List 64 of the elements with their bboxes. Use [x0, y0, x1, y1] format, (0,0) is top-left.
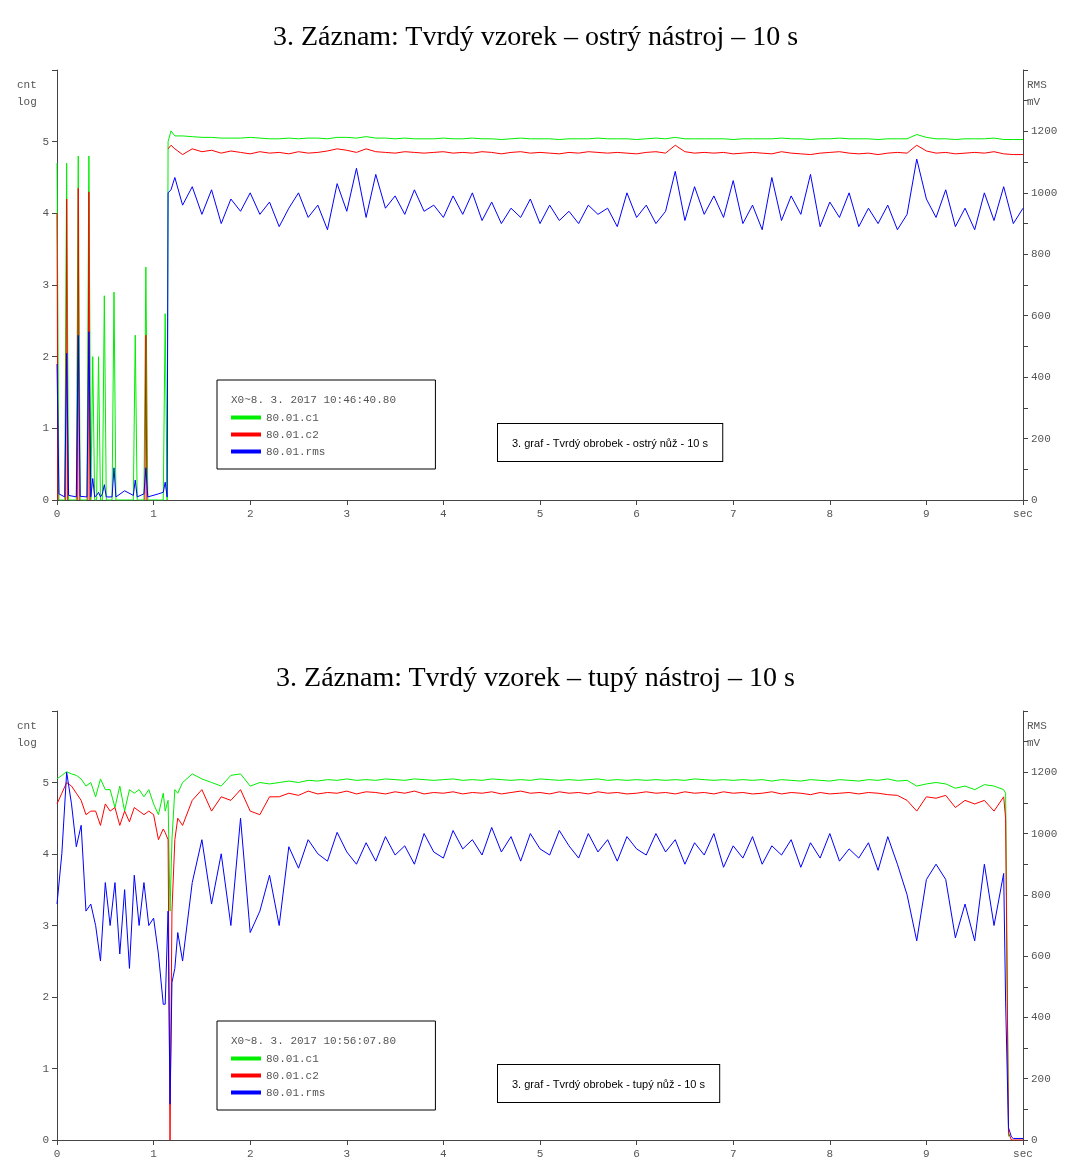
y-axis-title: cnt log: [17, 78, 37, 108]
y2-tick-label: 800: [1031, 888, 1051, 901]
y-tick-label: 5: [42, 776, 49, 789]
x-tick-label: 4: [440, 507, 448, 520]
legend-label: 80.01.rms: [266, 1086, 326, 1099]
legend-label: 80.01.c1: [266, 1052, 320, 1065]
chart-title: 3. Záznam: Tvrdý vzorek – ostrý nástroj – 10 s: [272, 19, 799, 51]
legend-label: 80.01.c2: [266, 1069, 319, 1082]
y-tick-label: 2: [42, 350, 49, 363]
y-tick-label: 3: [42, 279, 49, 291]
y-tick-label: 1: [42, 422, 50, 435]
y2-axis-title: RMS mV: [1027, 78, 1048, 108]
y2-tick-label: 1000: [1031, 827, 1058, 840]
x-tick-label: 4: [440, 1147, 448, 1160]
y2-axis-title: RMS mV: [1027, 719, 1048, 749]
x-tick-label: 7: [729, 507, 737, 520]
y2-tick-label: 0: [1031, 494, 1038, 506]
x-tick-label: 9: [923, 507, 930, 520]
y2-tick-label: 200: [1031, 432, 1051, 445]
y-tick-label: 3: [42, 919, 49, 932]
y2-tick-label: 200: [1031, 1072, 1051, 1085]
legend-label: 80.01.c2: [266, 428, 319, 441]
y-tick-label: 0: [42, 494, 49, 506]
legend-title: X0~8. 3. 2017 10:56:07.80: [231, 1034, 397, 1047]
x-tick-label: 1: [150, 1147, 158, 1160]
x-tick-label: 9: [923, 1147, 930, 1160]
y2-tick-label: 0: [1031, 1134, 1038, 1146]
chart-title: 3. Záznam: Tvrdý vzorek – tupý nástroj – 10 s: [276, 660, 795, 692]
annotation: 3. graf - Tvrdý obrobek - ostrý nůž - 10 s: [512, 436, 709, 449]
x-tick-label: 8: [826, 1147, 834, 1160]
x-tick-label: 2: [246, 507, 254, 520]
annotation: 3. graf - Tvrdý obrobek - tupý nůž - 10 s: [512, 1077, 706, 1090]
x-tick-label: 5: [536, 1147, 544, 1160]
y-tick-label: 1: [42, 1062, 50, 1075]
y2-tick-label: 1200: [1031, 125, 1058, 138]
x-tick-label: 8: [826, 507, 834, 520]
y-tick-label: 4: [42, 207, 50, 220]
y-tick-label: 2: [42, 991, 49, 1003]
x-tick-label: 5: [536, 507, 544, 520]
legend-label: 80.01.c1: [266, 411, 320, 424]
x-tick-label: 6: [633, 1147, 640, 1160]
x-tick-label: 7: [729, 1147, 737, 1160]
x-tick-label: sec: [1013, 1147, 1033, 1160]
x-tick-label: 0: [53, 1147, 61, 1160]
x-tick-label: sec: [1013, 507, 1033, 520]
x-tick-label: 6: [633, 507, 640, 520]
x-tick-label: 3: [343, 1147, 351, 1160]
y-tick-label: 5: [42, 135, 49, 148]
x-tick-label: 0: [53, 507, 61, 520]
x-tick-label: 3: [343, 507, 351, 520]
y2-tick-label: 400: [1031, 1011, 1051, 1024]
y-axis-title: cnt log: [17, 719, 37, 749]
y-tick-label: 4: [42, 848, 50, 860]
legend-title: X0~8. 3. 2017 10:46:40.80: [231, 393, 397, 406]
x-tick-label: 1: [150, 507, 158, 520]
y2-tick-label: 1000: [1031, 186, 1058, 199]
y2-tick-label: 600: [1031, 950, 1051, 963]
x-tick-label: 2: [246, 1147, 254, 1160]
y2-tick-label: 800: [1031, 248, 1051, 261]
legend-label: 80.01.rms: [266, 445, 326, 458]
y-tick-label: 0: [42, 1134, 49, 1146]
y2-tick-label: 600: [1031, 309, 1051, 322]
y2-tick-label: 400: [1031, 371, 1051, 384]
y2-tick-label: 1200: [1031, 766, 1058, 779]
